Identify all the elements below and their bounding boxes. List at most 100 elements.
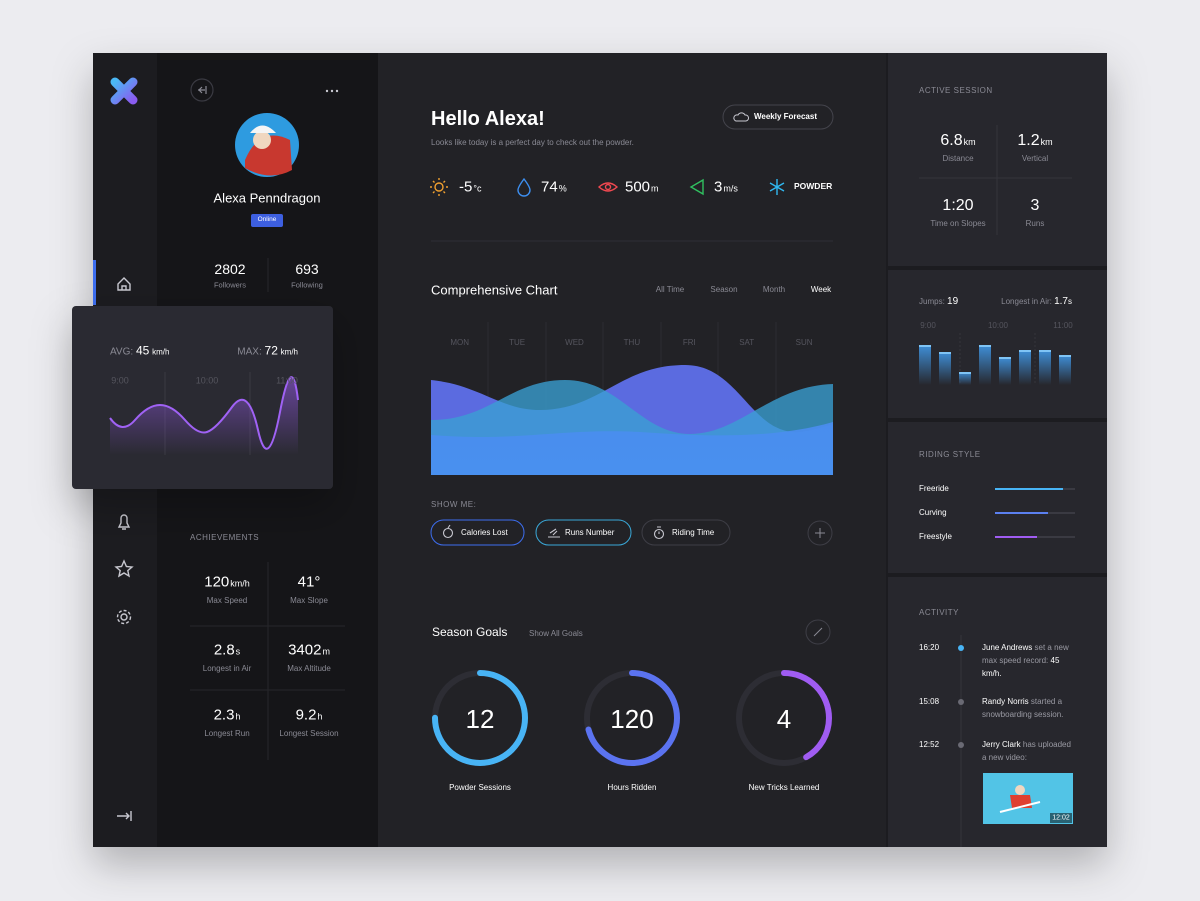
nav-icons[interactable] xyxy=(120,613,128,621)
stat-value: 2802 xyxy=(214,261,246,277)
button-border[interactable] xyxy=(535,519,632,546)
nav-icons[interactable] xyxy=(117,277,131,291)
filter[interactable]: Season xyxy=(710,285,738,294)
weather-icons xyxy=(517,177,531,197)
greeting: Hello Alexa! xyxy=(431,108,545,130)
jump-caps xyxy=(979,345,991,347)
status-badge xyxy=(251,214,283,227)
add-button[interactable] xyxy=(807,520,833,546)
stat-label: Following xyxy=(291,280,323,290)
weather-value: 74% xyxy=(541,180,567,195)
longest-air: Longest in Air: 1.7s xyxy=(1001,297,1072,307)
unit: s xyxy=(1068,297,1072,306)
button-label[interactable]: Riding Time xyxy=(672,528,715,537)
video-thumbnail[interactable] xyxy=(1050,813,1072,823)
goal-label: Powder Sessions xyxy=(449,783,511,792)
edit-button[interactable] xyxy=(805,619,831,645)
weather-icons xyxy=(597,182,619,192)
jump-bars xyxy=(919,345,1071,385)
edit-button[interactable] xyxy=(813,627,823,637)
nav-icons[interactable] xyxy=(114,277,134,821)
nav-icons[interactable] xyxy=(116,609,132,625)
achievement-value: 3402m xyxy=(288,643,330,658)
back-button[interactable] xyxy=(198,86,207,94)
value: 9.2 xyxy=(295,706,317,724)
logo xyxy=(110,77,138,105)
value: 45 xyxy=(135,343,150,358)
button-border[interactable] xyxy=(430,519,525,546)
section-title: RIDING STYLE xyxy=(919,450,981,459)
weather-value: POWDER xyxy=(794,180,833,191)
video-thumbnail[interactable] xyxy=(983,773,1073,824)
activity-time: 15:08 xyxy=(919,697,940,706)
button-icons xyxy=(653,528,665,540)
nav-icons[interactable] xyxy=(117,514,131,530)
value: 19 xyxy=(947,296,959,307)
nav-icons[interactable] xyxy=(114,559,134,578)
right-panel-sections xyxy=(888,270,1107,418)
forecast-button[interactable]: Weekly Forecast xyxy=(754,112,817,121)
achievement-label: Max Altitude xyxy=(287,664,331,673)
session-value: 6.8km xyxy=(940,133,975,149)
activity-text: June Andrews set a new max speed record:… xyxy=(982,641,1077,680)
style-label: Freestyle xyxy=(919,532,952,541)
filter[interactable]: Month xyxy=(762,285,786,294)
day-label: TUE xyxy=(509,338,526,347)
achievement-label: Longest Run xyxy=(204,729,250,738)
weather-icons xyxy=(769,179,785,195)
weather-value: 3m/s xyxy=(714,180,738,195)
label: Jumps: xyxy=(919,297,945,306)
value: 3 xyxy=(714,178,723,196)
button-label[interactable]: Runs Number xyxy=(565,528,615,537)
jump-caps xyxy=(919,345,931,347)
unit: % xyxy=(558,183,567,194)
unit: km xyxy=(963,137,976,147)
unit: km/h xyxy=(152,347,170,357)
jump-bars xyxy=(979,345,991,385)
highlight: 45 km/h. xyxy=(982,656,1060,678)
more-menu[interactable] xyxy=(325,89,339,93)
session-value: 1.2km xyxy=(1017,133,1052,149)
button-label[interactable]: Calories Lost xyxy=(461,528,508,537)
section-title: ACTIVE SESSION xyxy=(919,86,993,95)
timeline-dots xyxy=(958,699,964,705)
filter[interactable]: All Time xyxy=(655,285,685,294)
forecast-button-border[interactable] xyxy=(722,104,834,130)
back-button[interactable] xyxy=(190,78,214,102)
weather-value: 500m xyxy=(625,180,659,195)
button-icons xyxy=(442,527,454,539)
unit: m xyxy=(651,183,659,194)
jump-bars xyxy=(1039,350,1051,385)
jump-caps xyxy=(919,345,1071,374)
video-thumbnail[interactable] xyxy=(1015,785,1025,795)
session-value: 3 xyxy=(1031,198,1040,214)
stat-label: Followers xyxy=(213,280,247,290)
back-button[interactable] xyxy=(190,78,214,102)
more-menu[interactable] xyxy=(335,89,339,93)
show-all-link[interactable]: Show All Goals xyxy=(529,629,583,638)
weather-icons xyxy=(430,178,448,196)
add-button[interactable] xyxy=(807,520,833,546)
value: 2.8 xyxy=(213,641,235,659)
button-border[interactable] xyxy=(641,519,731,546)
goal-label: Hours Ridden xyxy=(607,783,657,792)
nav-icons[interactable] xyxy=(117,811,132,821)
session-value: 1:20 xyxy=(942,198,973,214)
filter[interactable]: Week xyxy=(810,285,832,294)
more-menu[interactable] xyxy=(330,89,334,93)
more-menu[interactable] xyxy=(325,89,329,93)
speed-line xyxy=(109,376,299,450)
weather-icons xyxy=(689,178,704,196)
add-button[interactable] xyxy=(815,528,825,538)
subtitle: Looks like today is a perfect day to che… xyxy=(431,138,634,147)
button-icons xyxy=(447,524,451,529)
edit-button[interactable] xyxy=(805,619,831,645)
video-thumbnail[interactable] xyxy=(999,801,1041,813)
session-label: Distance xyxy=(942,154,974,163)
video-duration: 12:02 xyxy=(1052,814,1070,822)
weather-icons xyxy=(430,178,448,196)
user: Jerry Clark xyxy=(982,740,1021,749)
max-speed: MAX: 72 km/h xyxy=(237,345,298,358)
